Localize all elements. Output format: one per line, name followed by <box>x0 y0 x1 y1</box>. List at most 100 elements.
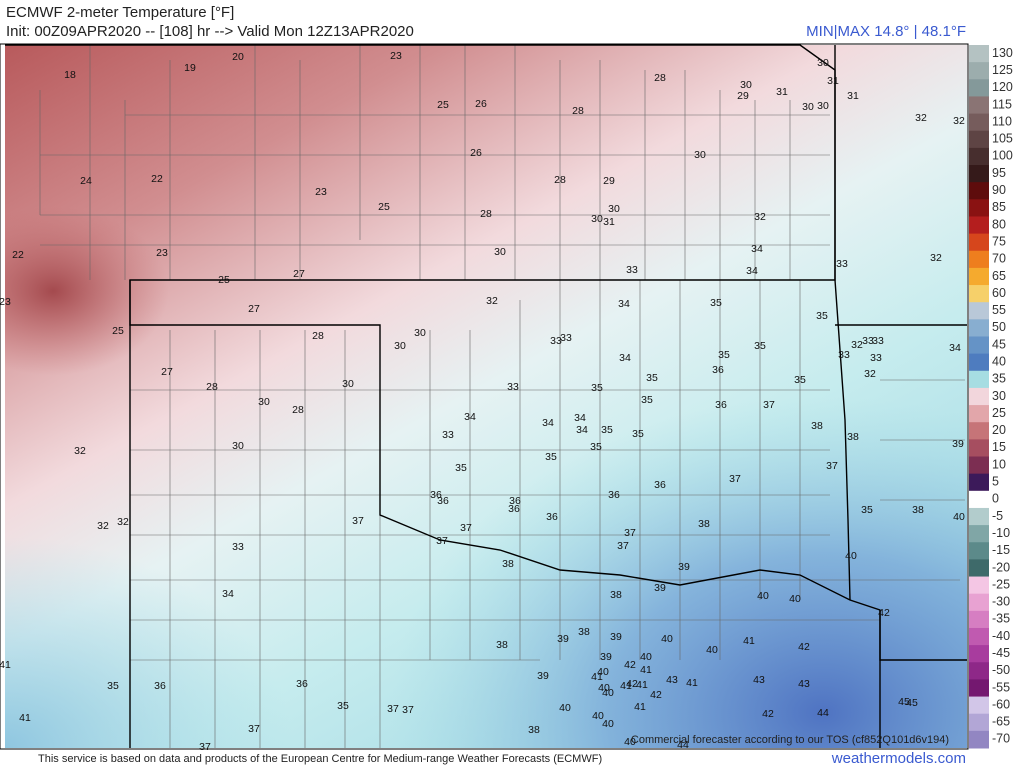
temperature-label: 35 <box>816 310 828 322</box>
temperature-label: 33 <box>836 258 848 270</box>
temperature-label: 33 <box>626 264 638 276</box>
temperature-label: 35 <box>632 428 644 440</box>
temperature-label: 39 <box>610 631 622 643</box>
temperature-label: 38 <box>578 626 590 638</box>
temperature-label: 26 <box>475 98 487 110</box>
temperature-label: 36 <box>608 489 620 501</box>
colorbar-swatch <box>969 250 989 269</box>
temperature-label: 32 <box>74 445 86 457</box>
colorbar-tick-label: 95 <box>992 166 1006 180</box>
temperature-label: 39 <box>952 438 964 450</box>
temperature-label: 35 <box>601 424 613 436</box>
temperature-label: 44 <box>817 707 829 719</box>
temperature-label: 33 <box>507 381 519 393</box>
colorbar-tick-label: -5 <box>992 509 1003 523</box>
colorbar-swatch <box>969 696 989 715</box>
temperature-label: 42 <box>650 689 662 701</box>
temperature-label: 40 <box>845 550 857 562</box>
temperature-label: 30 <box>817 57 829 69</box>
temperature-label: 30 <box>342 378 354 390</box>
temperature-label: 35 <box>754 340 766 352</box>
temperature-label: 40 <box>640 651 652 663</box>
temperature-label: 34 <box>574 412 586 424</box>
temperature-label: 34 <box>746 265 758 277</box>
colorbar-tick-label: -30 <box>992 595 1010 609</box>
temperature-label: 36 <box>654 479 666 491</box>
temperature-label: 25 <box>437 99 449 111</box>
temperature-label: 30 <box>740 79 752 91</box>
temperature-label: 30 <box>494 246 506 258</box>
colorbar-tick-label: -50 <box>992 663 1010 677</box>
colorbar-swatch <box>969 542 989 560</box>
temperature-label: 19 <box>184 62 196 74</box>
temperature-label: 36 <box>154 680 166 692</box>
temperature-label: 35 <box>710 297 722 309</box>
colorbar-swatch <box>969 199 989 217</box>
colorbar-swatch <box>969 267 989 286</box>
colorbar-tick-label: 65 <box>992 269 1006 283</box>
colorbar-swatch <box>969 405 989 423</box>
colorbar-swatch <box>969 113 989 132</box>
temperature-label: 23 <box>156 247 168 259</box>
temperature-label: 42 <box>878 607 890 619</box>
temperature-label: 35 <box>337 700 349 712</box>
temperature-label: 37 <box>729 473 741 485</box>
temperature-label: 41 <box>743 635 755 647</box>
colorbar-swatch <box>969 456 989 475</box>
temperature-label: 30 <box>394 340 406 352</box>
temperature-label: 34 <box>576 424 588 436</box>
temperature-label: 41 <box>19 712 31 724</box>
temperature-label: 39 <box>600 651 612 663</box>
temperature-label: 40 <box>661 633 673 645</box>
state-borders <box>5 44 967 748</box>
temperature-label: 26 <box>470 147 482 159</box>
colorbar-swatch <box>969 62 989 80</box>
temperature-label: 37 <box>352 515 364 527</box>
temperature-label: 42 <box>798 641 810 653</box>
temperature-label: 36 <box>546 511 558 523</box>
temperature-label: 31 <box>827 75 839 87</box>
temperature-label: 39 <box>557 633 569 645</box>
temperature-label: 30 <box>694 149 706 161</box>
temperature-label: 22 <box>151 173 163 185</box>
colorbar-swatch <box>969 353 989 372</box>
temperature-label: 37 <box>624 527 636 539</box>
temperature-label: 37 <box>763 399 775 411</box>
temperature-label: 36 <box>437 495 449 507</box>
temperature-label: 28 <box>206 381 218 393</box>
temperature-label: 35 <box>591 382 603 394</box>
temperature-label: 33 <box>862 335 874 347</box>
temperature-label: 23 <box>315 186 327 198</box>
colorbar-swatch <box>969 216 989 235</box>
colorbar-tick-label: 100 <box>992 149 1013 163</box>
colorbar-tick-label: -70 <box>992 732 1010 746</box>
colorbar-tick-label: 0 <box>992 492 999 506</box>
temperature-label: 30 <box>591 213 603 225</box>
temperature-label: 36 <box>712 364 724 376</box>
temperature-label: 28 <box>572 105 584 117</box>
temperature-label: 29 <box>737 90 749 102</box>
colorbar-swatch <box>969 559 989 578</box>
temperature-label: 40 <box>789 593 801 605</box>
temperature-label: 32 <box>915 112 927 124</box>
temperature-label: 38 <box>912 504 924 516</box>
temperature-label: 36 <box>430 489 442 501</box>
temperature-label: 33 <box>838 349 850 361</box>
temperature-label: 32 <box>851 339 863 351</box>
notice: Commercial forecaster according to our T… <box>631 734 949 746</box>
colorbar-tick-label: -45 <box>992 646 1010 660</box>
temperature-label: 32 <box>953 115 965 127</box>
temperature-label: 39 <box>654 582 666 594</box>
temperature-label: 45 <box>898 696 910 708</box>
colorbar-tick-label: 90 <box>992 183 1006 197</box>
site[interactable]: weathermodels.com <box>831 750 966 767</box>
temperature-label: 40 <box>602 687 614 699</box>
temperature-label: 31 <box>603 216 615 228</box>
colorbar-swatch <box>969 79 989 97</box>
colorbar-tick-label: 105 <box>992 132 1013 146</box>
temperature-label: 41 <box>636 679 648 691</box>
temperature-label: 44 <box>677 739 689 751</box>
colorbar-swatch <box>969 439 989 458</box>
temperature-label: 40 <box>598 682 610 694</box>
